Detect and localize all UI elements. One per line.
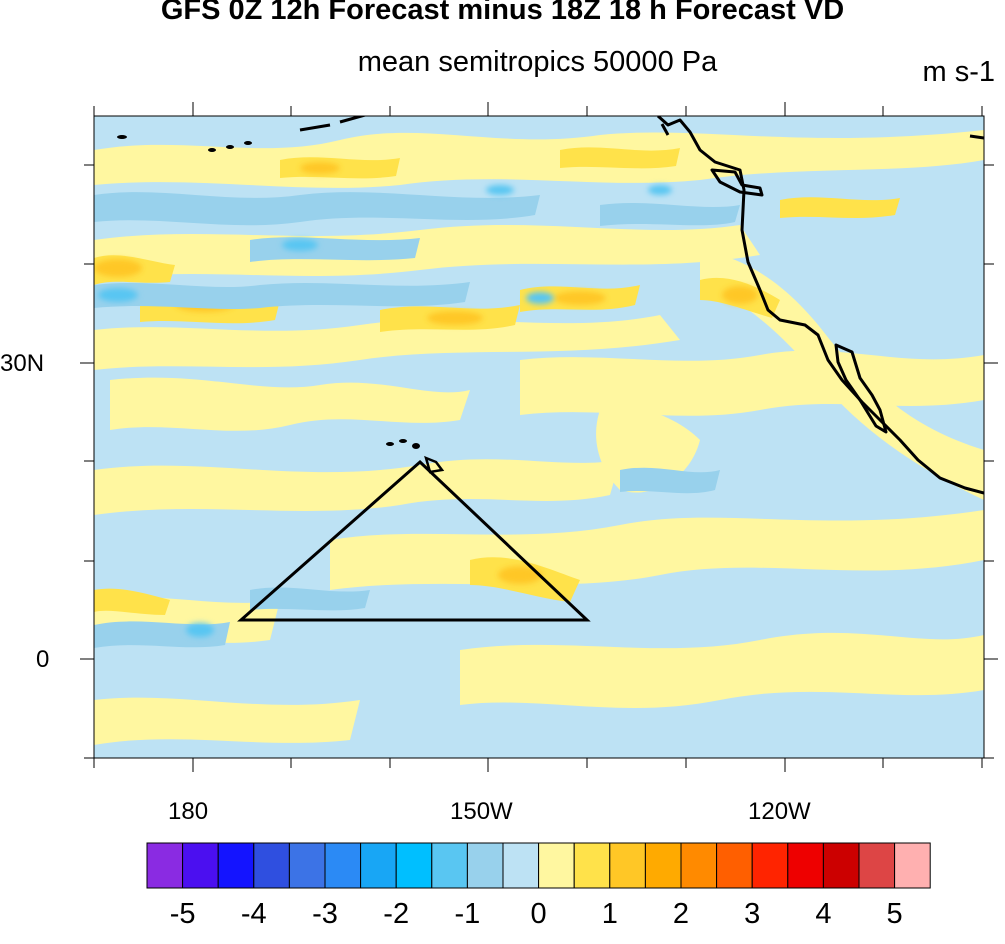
colorbar-label: -1 [454, 898, 481, 930]
lon-label-180: 180 [168, 798, 209, 825]
colorbar-label: 0 [530, 898, 547, 930]
colorbar-cell [894, 842, 931, 889]
islands [117, 135, 420, 449]
colorbar-label: -2 [383, 898, 410, 930]
lat-label-30n: 30N [0, 350, 45, 377]
colorbar-cell [573, 842, 611, 889]
lon-label-120w: 120W [748, 798, 811, 825]
colorbar-cell [431, 842, 468, 889]
colorbar-cell [395, 842, 433, 889]
colorbar-cell [822, 842, 860, 889]
lon-label-150w: 150W [450, 798, 513, 825]
colorbar-label: 1 [601, 898, 618, 930]
map-title: GFS 0Z 12h Forecast minus 18Z 18 h Forec… [160, 0, 845, 26]
colorbar-cell [360, 842, 397, 889]
colorbar-cell [253, 842, 290, 889]
colorbar-cell [858, 842, 896, 889]
colorbar-label: -3 [312, 898, 338, 930]
hawaii-big-island [424, 455, 445, 474]
colorbar-cell [182, 842, 219, 889]
colorbar-cell [217, 842, 255, 889]
colorbar-cell [787, 842, 824, 889]
colorbar-label: 5 [886, 898, 903, 930]
colorbar-cell [538, 842, 575, 889]
colorbar-cell [324, 842, 362, 889]
units-label: m s-1 [922, 56, 996, 88]
colorbar [146, 842, 931, 889]
region-triangle [237, 459, 591, 622]
lat-label-0: 0 [36, 646, 50, 673]
colorbar-label: 3 [744, 898, 761, 930]
plot-frame [93, 115, 985, 759]
colorbar-cell [288, 842, 326, 889]
colorbar-label: -5 [169, 898, 196, 930]
colorbar-cell [502, 842, 540, 889]
colorbar-cell [466, 842, 504, 889]
field-anomalies [94, 130, 984, 745]
colorbar-label: -4 [240, 898, 267, 930]
colorbar-label: 4 [815, 898, 832, 930]
colorbar-cell [680, 842, 718, 889]
colorbar-cell [751, 842, 789, 889]
map-subtitle: mean semitropics 50000 Pa [357, 46, 718, 78]
colorbar-cell [609, 842, 646, 889]
axis-ticks [80, 102, 998, 772]
colorbar-cell [716, 842, 753, 889]
colorbar-label: 2 [672, 898, 690, 930]
colorbar-cell [146, 842, 184, 889]
colorbar-cell [644, 842, 682, 889]
